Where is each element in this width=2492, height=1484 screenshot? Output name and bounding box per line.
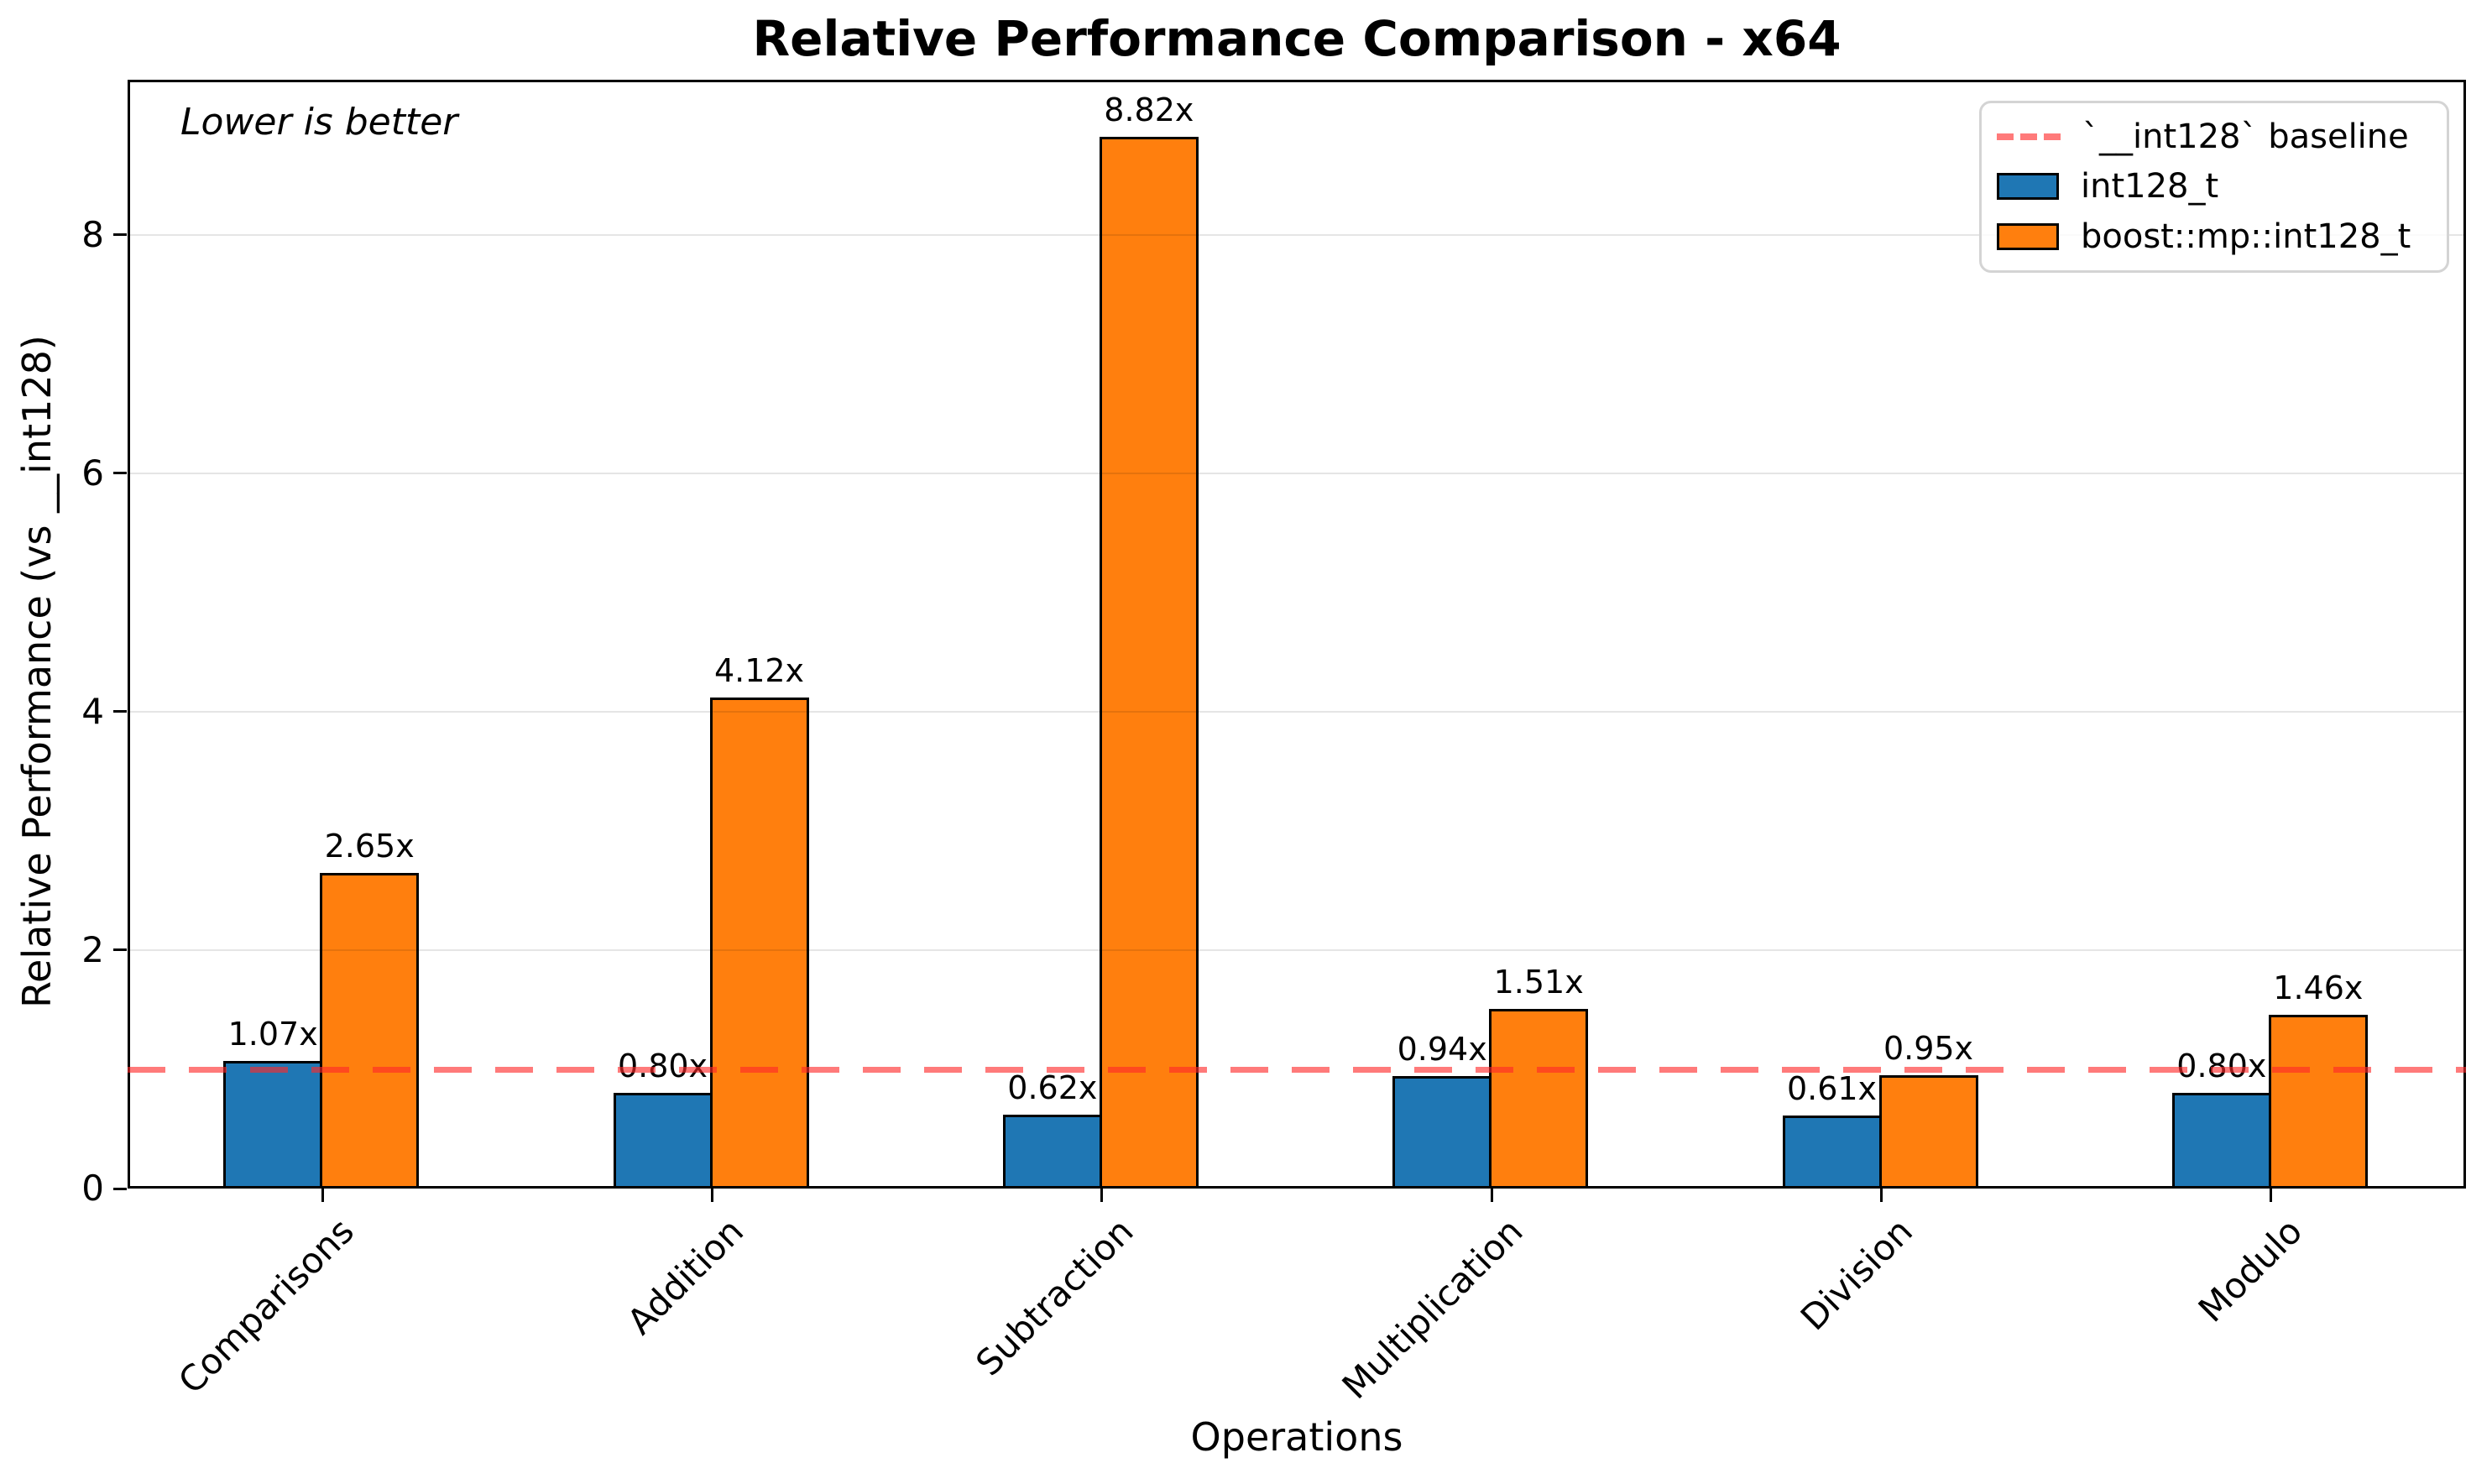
x-tick [711,1189,713,1202]
chart-title: Relative Performance Comparison - x64 [752,10,1842,67]
y-tick-label-6: 6 [81,452,104,494]
y-tick-label-2: 2 [81,928,104,970]
bar-value-label: 1.51x [1493,963,1584,1001]
legend-row-int128-t: int128_t [1997,166,2432,206]
bar-boost-mp-int128-t-modulo [2268,1014,2368,1189]
bar-boost-mp-int128-t-comparisons [320,872,420,1189]
legend-row-baseline: `__int128` baseline [1997,117,2432,157]
bar-value-label: 2.65x [324,827,415,865]
bar-int128-t-addition [613,1093,713,1189]
x-tick-label-text: Modulo [2190,1210,2311,1330]
plot-area: 1.07x 2.65x Comparisons 0.80x 4.12x Addition 0… [81,80,2466,1407]
bar-value-label: 8.82x [1104,91,1194,129]
bar-value-label: 0.80x [2176,1048,2266,1084]
bar-value-label: 1.07x [227,1016,318,1053]
bar-boost-mp-int128-t-subtraction [1099,137,1199,1189]
y-tick [113,233,127,237]
y-tick [113,1187,127,1190]
bar-int128-t-subtraction [1002,1114,1102,1189]
x-tick-label-text: Subtraction [968,1210,1142,1384]
y-axis-label: Relative Performance (vs __int128) [14,335,60,1008]
gridline-y-6 [128,472,2466,474]
bar-value-label: 0.95x [1883,1030,1974,1068]
x-axis-label: Operations [1190,1414,1403,1460]
bar-boost-mp-int128-t-multiplication [1489,1008,1589,1189]
baseline-dash-swatch [1997,133,2061,140]
y-tick [113,948,127,952]
x-tick [2270,1189,2273,1202]
y-tick [113,472,127,475]
baseline-dashed-line [128,1066,2466,1073]
y-tick-label-0: 0 [81,1168,104,1209]
bar-boost-mp-int128-t-division [1878,1075,1978,1189]
int128-t-color-swatch [1997,173,2059,201]
x-tick [321,1189,324,1202]
legend-row-boost-int128-t: boost::mp::int128_t [1997,217,2432,257]
y-tick-label-4: 4 [81,690,104,732]
x-tick-label-text: Addition [619,1210,752,1343]
x-tick-label-text: Division [1792,1210,1921,1339]
x-tick-label-text: Comparisons [170,1210,362,1402]
x-tick [1490,1189,1493,1202]
bar-value-label: 0.62x [1007,1069,1098,1106]
x-tick [1880,1189,1883,1202]
bar-boost-mp-int128-t-addition [709,697,809,1189]
bar-value-label: 0.61x [1786,1070,1878,1108]
bar-value-label: 0.94x [1397,1031,1487,1069]
y-tick-label-8: 8 [81,213,104,255]
legend: `__int128` baseline int128_t boost::mp::… [1979,101,2449,273]
gridline-y-8 [128,233,2466,236]
x-tick-label-text: Multiplication [1334,1210,1531,1408]
legend-label-baseline: `__int128` baseline [2082,117,2409,156]
gridline-y-2 [128,948,2466,951]
gridline-y-4 [128,710,2466,713]
y-tick [113,710,127,713]
bar-int128-t-division [1782,1116,1882,1189]
x-tick [1100,1189,1104,1202]
bar-value-label: 0.80x [618,1048,708,1084]
bar-int128-t-comparisons [223,1061,323,1189]
legend-label-int128-t: int128_t [2081,167,2219,206]
bar-int128-t-modulo [2171,1093,2271,1189]
bar-value-label: 1.46x [2273,969,2364,1006]
bar-int128-t-multiplication [1392,1076,1492,1189]
annotation-note: Lower is better [180,101,458,144]
bar-value-label: 4.12x [713,651,805,689]
boost-int128-t-color-swatch [1997,223,2059,251]
legend-label-boost-int128-t: boost::mp::int128_t [2081,217,2411,257]
